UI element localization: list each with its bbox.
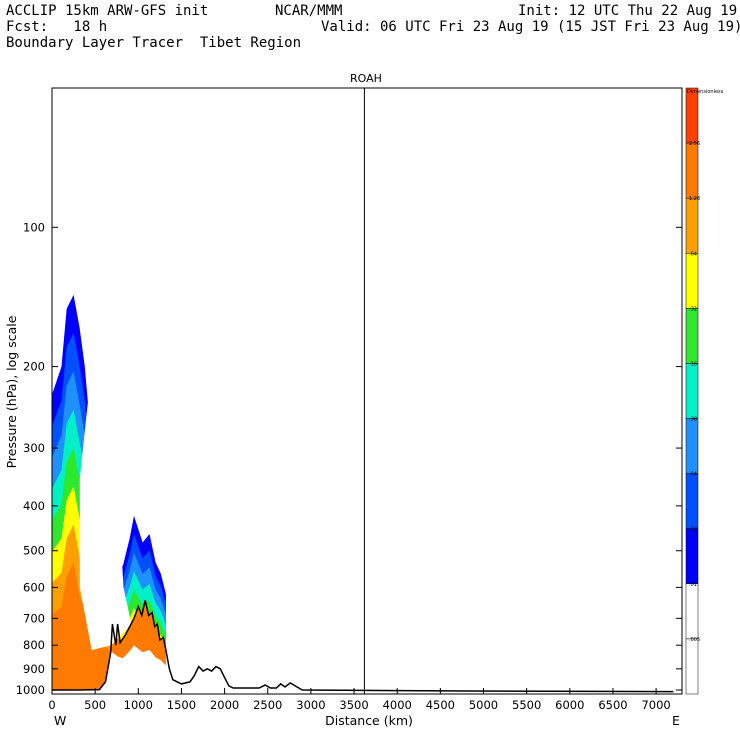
colorbar-level-label: .64 [689, 251, 697, 257]
terrain-line [52, 600, 674, 693]
x-tick-label: 1000 [124, 698, 153, 712]
colorbar-swatch [685, 197, 699, 254]
colorbar-swatch [685, 308, 699, 364]
header-field: Boundary Layer Tracer Tibet Region [6, 35, 302, 51]
y-tick-label: 300 [23, 441, 45, 455]
colorbar-swatch [685, 638, 699, 695]
y-tick-label: 1000 [16, 683, 45, 697]
y-tick-label: 700 [23, 611, 45, 625]
plume-band [52, 562, 166, 691]
colorbar-units: Dimensionless [687, 89, 724, 95]
header-org: NCAR/MMM [275, 3, 343, 19]
colorbar-level-label: .04 [689, 472, 697, 478]
colorbar-level-label: .16 [689, 361, 697, 367]
x-tick-label: 6000 [555, 698, 584, 712]
x-tick-label: 2000 [210, 698, 239, 712]
colorbar-swatch [685, 142, 699, 199]
x-tick-label: 1500 [167, 698, 196, 712]
y-tick-label: 600 [23, 580, 45, 594]
colorbar-level-label: .005 [689, 637, 700, 643]
header-fcst: Fcst: 18 h [6, 19, 108, 35]
y-tick-label: 500 [23, 544, 45, 558]
plot-frame [51, 87, 683, 695]
y-tick-label: 800 [23, 638, 45, 652]
x-tick-label: 0 [48, 698, 55, 712]
x-tick-label: 6500 [598, 698, 627, 712]
colorbar-swatch [685, 583, 699, 640]
header-valid: Valid: 06 UTC Fri 23 Aug 19 (15 JST Fri … [321, 19, 740, 35]
x-tick-label: 5500 [512, 698, 541, 712]
y-tick-label: 900 [23, 662, 45, 676]
y-tick-label: 200 [23, 360, 45, 374]
colorbar-level-label: .01 [689, 582, 697, 588]
colorbar-level-label: .08 [689, 417, 697, 423]
x-start-label: W [54, 713, 66, 728]
y-axis-label: Pressure (hPa), log scale [4, 315, 19, 468]
colorbar-swatch [685, 253, 699, 309]
x-tick-label: 3500 [339, 698, 368, 712]
x-tick-label: 4000 [383, 698, 412, 712]
x-axis-label: Distance (km) [325, 713, 413, 728]
colorbar-swatch [685, 473, 699, 529]
x-tick-label: 4500 [426, 698, 455, 712]
tracer-plume [52, 294, 166, 691]
x-tick-label: 7000 [641, 698, 670, 712]
header-model-line: ACCLIP 15km ARW-GFS init [6, 3, 209, 19]
x-end-label: E [672, 713, 680, 728]
terrain-surface [52, 600, 674, 693]
y-axis-ticks: 100 200 300 400 500 600 700 800 900 1000 [16, 220, 682, 697]
colorbar-swatch [685, 363, 699, 419]
x-tick-label: 2500 [253, 698, 282, 712]
colorbar-swatch [685, 528, 699, 585]
colorbar-swatch [685, 87, 699, 144]
colorbar-level-label: 1.28 [689, 196, 700, 202]
header-init: Init: 12 UTC Thu 22 Aug 19 [518, 3, 738, 19]
x-axis-ticks: 0 500 1000 1500 2000 2500 3000 3500 4000 4500 5000… [48, 688, 671, 712]
y-tick-label: 100 [23, 220, 45, 234]
y-tick-label: 400 [23, 499, 45, 513]
plume-gap [79, 394, 132, 651]
colorbar-swatch [685, 418, 699, 474]
x-tick-label: 500 [84, 698, 106, 712]
colorbar-level-label: .32 [689, 306, 697, 312]
x-tick-label: 3000 [296, 698, 325, 712]
colorbar: Dimensionless 2.56 1.28 .64 .32 .16 .08 .04 .02.… [685, 87, 724, 695]
x-tick-label: 5000 [469, 698, 498, 712]
colorbar-level-label: 2.56 [689, 141, 700, 147]
chart-title: ROAH [350, 72, 382, 85]
colorbar-level-label: .02 [689, 527, 697, 533]
